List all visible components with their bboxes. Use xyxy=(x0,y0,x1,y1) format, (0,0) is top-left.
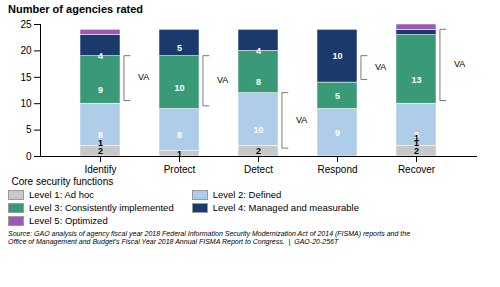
svg-text:10: 10 xyxy=(253,125,263,135)
svg-text:9: 9 xyxy=(335,128,340,138)
svg-text:4: 4 xyxy=(256,46,261,56)
svg-text:10: 10 xyxy=(174,83,184,93)
svg-text:VA: VA xyxy=(454,59,465,69)
svg-text:8: 8 xyxy=(177,130,182,140)
svg-text:Identify: Identify xyxy=(84,164,116,175)
html-text:Number of agencies rated: Number of agencies rated xyxy=(8,3,144,15)
svg-text:5: 5 xyxy=(26,124,32,135)
html-text:Level 2: Defined: Level 2: Defined xyxy=(212,189,282,200)
svg-text:2: 2 xyxy=(256,146,261,156)
svg-text:Protect: Protect xyxy=(164,164,196,175)
svg-text:1: 1 xyxy=(414,133,419,143)
svg-text:VA: VA xyxy=(296,115,307,125)
svg-text:Recover: Recover xyxy=(398,164,436,175)
svg-text:VA: VA xyxy=(375,62,386,72)
svg-text:VA: VA xyxy=(138,72,149,82)
svg-text:15: 15 xyxy=(20,72,32,83)
svg-text:10: 10 xyxy=(332,51,342,61)
svg-text:9: 9 xyxy=(98,85,103,95)
svg-text:VA: VA xyxy=(217,75,228,85)
svg-text:4: 4 xyxy=(98,51,103,61)
svg-text:2: 2 xyxy=(414,146,419,157)
svg-text:8: 8 xyxy=(98,130,103,141)
svg-text:8: 8 xyxy=(256,77,261,87)
html-text:Source: GAO analysis of agency: Source: GAO analysis of agency fiscal ye… xyxy=(8,230,410,246)
svg-text:1: 1 xyxy=(177,149,182,159)
html-text:Level 5: Optimized: Level 5: Optimized xyxy=(29,215,108,226)
svg-text:25: 25 xyxy=(20,19,32,30)
svg-text:5: 5 xyxy=(177,43,182,53)
html-text:Level 4: Managed and measurabl: Level 4: Managed and measurable xyxy=(212,202,359,213)
html-text:Level 1: Ad hoc: Level 1: Ad hoc xyxy=(29,189,94,200)
svg-text:10: 10 xyxy=(20,98,32,109)
svg-text:13: 13 xyxy=(411,75,421,85)
svg-text:5: 5 xyxy=(335,91,340,101)
svg-text:0: 0 xyxy=(26,151,32,162)
svg-text:1: 1 xyxy=(98,138,103,148)
svg-text:2: 2 xyxy=(98,146,103,157)
svg-text:Detect: Detect xyxy=(244,164,273,175)
html-text:Level 3: Consistently implemen: Level 3: Consistently implemented xyxy=(29,202,174,213)
svg-text:Core security functions: Core security functions xyxy=(12,176,114,187)
svg-text:1: 1 xyxy=(414,138,419,149)
svg-text:Respond: Respond xyxy=(317,164,357,175)
svg-text:20: 20 xyxy=(20,45,32,56)
